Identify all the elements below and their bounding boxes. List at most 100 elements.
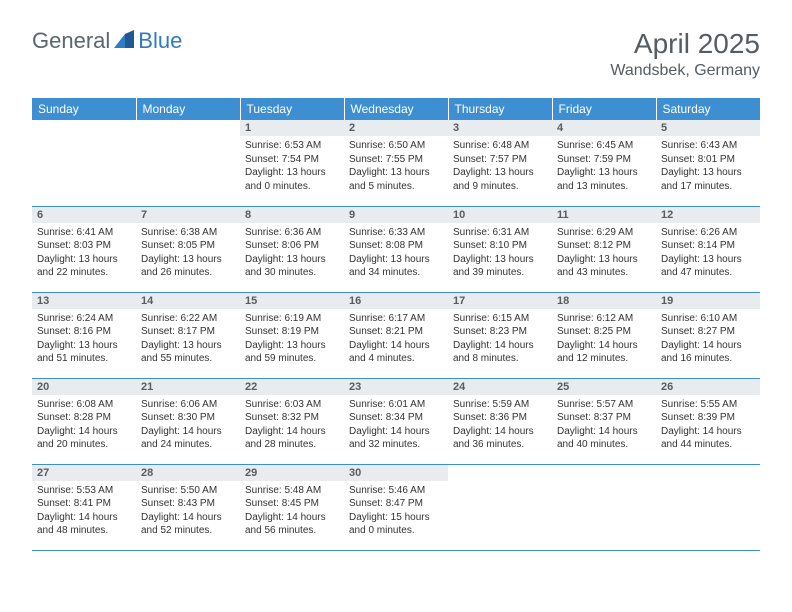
daylight-line: Daylight: 13 hours and 17 minutes. — [661, 166, 755, 193]
sunset-line: Sunset: 8:37 PM — [557, 411, 651, 425]
day-number: 23 — [344, 379, 448, 395]
weekday-header: Monday — [136, 98, 240, 120]
logo-text-blue: Blue — [138, 28, 182, 54]
sunrise-line: Sunrise: 6:24 AM — [37, 312, 131, 326]
sunset-line: Sunset: 8:01 PM — [661, 153, 755, 167]
day-number: 4 — [552, 120, 656, 136]
daylight-line: Daylight: 14 hours and 12 minutes. — [557, 339, 651, 366]
sunset-line: Sunset: 8:41 PM — [37, 497, 131, 511]
daylight-line: Daylight: 14 hours and 52 minutes. — [141, 511, 235, 538]
sunset-line: Sunset: 7:55 PM — [349, 153, 443, 167]
day-number: 12 — [656, 207, 760, 223]
calendar-day-cell: 19Sunrise: 6:10 AMSunset: 8:27 PMDayligh… — [656, 292, 760, 378]
calendar-day-cell: 26Sunrise: 5:55 AMSunset: 8:39 PMDayligh… — [656, 378, 760, 464]
sunset-line: Sunset: 8:36 PM — [453, 411, 547, 425]
calendar-day-cell: 3Sunrise: 6:48 AMSunset: 7:57 PMDaylight… — [448, 120, 552, 206]
sunset-line: Sunset: 8:39 PM — [661, 411, 755, 425]
sunrise-line: Sunrise: 5:53 AM — [37, 484, 131, 498]
day-number: 11 — [552, 207, 656, 223]
weekday-header: Sunday — [32, 98, 136, 120]
sunrise-line: Sunrise: 6:48 AM — [453, 139, 547, 153]
weekday-header: Tuesday — [240, 98, 344, 120]
daylight-line: Daylight: 14 hours and 20 minutes. — [37, 425, 131, 452]
weekday-header: Saturday — [656, 98, 760, 120]
calendar-week-row: 6Sunrise: 6:41 AMSunset: 8:03 PMDaylight… — [32, 206, 760, 292]
daylight-line: Daylight: 14 hours and 16 minutes. — [661, 339, 755, 366]
daylight-line: Daylight: 14 hours and 4 minutes. — [349, 339, 443, 366]
sunrise-line: Sunrise: 5:57 AM — [557, 398, 651, 412]
sunset-line: Sunset: 8:43 PM — [141, 497, 235, 511]
daylight-line: Daylight: 14 hours and 56 minutes. — [245, 511, 339, 538]
day-number: 1 — [240, 120, 344, 136]
sunrise-line: Sunrise: 6:17 AM — [349, 312, 443, 326]
day-details: Sunrise: 6:48 AMSunset: 7:57 PMDaylight:… — [448, 136, 552, 196]
calendar-day-cell: 7Sunrise: 6:38 AMSunset: 8:05 PMDaylight… — [136, 206, 240, 292]
sunset-line: Sunset: 8:16 PM — [37, 325, 131, 339]
sunrise-line: Sunrise: 6:22 AM — [141, 312, 235, 326]
calendar-day-cell: 11Sunrise: 6:29 AMSunset: 8:12 PMDayligh… — [552, 206, 656, 292]
sunrise-line: Sunrise: 6:41 AM — [37, 226, 131, 240]
calendar-empty-cell — [656, 464, 760, 550]
sunset-line: Sunset: 8:25 PM — [557, 325, 651, 339]
daylight-line: Daylight: 13 hours and 59 minutes. — [245, 339, 339, 366]
calendar-week-row: 13Sunrise: 6:24 AMSunset: 8:16 PMDayligh… — [32, 292, 760, 378]
calendar-day-cell: 23Sunrise: 6:01 AMSunset: 8:34 PMDayligh… — [344, 378, 448, 464]
sunset-line: Sunset: 8:23 PM — [453, 325, 547, 339]
daylight-line: Daylight: 14 hours and 32 minutes. — [349, 425, 443, 452]
sunrise-line: Sunrise: 5:50 AM — [141, 484, 235, 498]
day-number: 17 — [448, 293, 552, 309]
day-details: Sunrise: 6:50 AMSunset: 7:55 PMDaylight:… — [344, 136, 448, 196]
day-number: 26 — [656, 379, 760, 395]
day-details: Sunrise: 6:01 AMSunset: 8:34 PMDaylight:… — [344, 395, 448, 455]
calendar-day-cell: 22Sunrise: 6:03 AMSunset: 8:32 PMDayligh… — [240, 378, 344, 464]
day-details: Sunrise: 5:53 AMSunset: 8:41 PMDaylight:… — [32, 481, 136, 541]
calendar-day-cell: 14Sunrise: 6:22 AMSunset: 8:17 PMDayligh… — [136, 292, 240, 378]
calendar-day-cell: 8Sunrise: 6:36 AMSunset: 8:06 PMDaylight… — [240, 206, 344, 292]
daylight-line: Daylight: 13 hours and 5 minutes. — [349, 166, 443, 193]
day-number: 22 — [240, 379, 344, 395]
calendar-day-cell: 1Sunrise: 6:53 AMSunset: 7:54 PMDaylight… — [240, 120, 344, 206]
calendar-day-cell: 20 Sunrise: 6:08 AMSunset: 8:28 PMDayligh… — [32, 378, 136, 464]
daylight-line: Daylight: 13 hours and 51 minutes. — [37, 339, 131, 366]
sunrise-line: Sunrise: 6:31 AM — [453, 226, 547, 240]
day-number: 29 — [240, 465, 344, 481]
calendar-day-cell: 9Sunrise: 6:33 AMSunset: 8:08 PMDaylight… — [344, 206, 448, 292]
day-number: 21 — [136, 379, 240, 395]
calendar-empty-cell — [552, 464, 656, 550]
calendar-empty-cell — [32, 120, 136, 206]
day-details: Sunrise: 6:33 AMSunset: 8:08 PMDaylight:… — [344, 223, 448, 283]
day-details: Sunrise: 5:46 AMSunset: 8:47 PMDaylight:… — [344, 481, 448, 541]
sunset-line: Sunset: 8:32 PM — [245, 411, 339, 425]
page-header: General Blue April 2025 Wandsbek, German… — [0, 0, 792, 90]
sunset-line: Sunset: 8:34 PM — [349, 411, 443, 425]
daylight-line: Daylight: 13 hours and 13 minutes. — [557, 166, 651, 193]
day-details: Sunrise: 6:45 AMSunset: 7:59 PMDaylight:… — [552, 136, 656, 196]
sunrise-line: Sunrise: 5:46 AM — [349, 484, 443, 498]
sunset-line: Sunset: 8:27 PM — [661, 325, 755, 339]
sunrise-line: Sunrise: 6:45 AM — [557, 139, 651, 153]
sunrise-line: Sunrise: 6:08 AM — [37, 398, 131, 412]
day-number: 24 — [448, 379, 552, 395]
logo: General Blue — [32, 28, 182, 54]
day-number: 20 — [32, 379, 136, 395]
daylight-line: Daylight: 14 hours and 28 minutes. — [245, 425, 339, 452]
sunset-line: Sunset: 8:03 PM — [37, 239, 131, 253]
sunset-line: Sunset: 8:28 PM — [37, 411, 131, 425]
daylight-line: Daylight: 14 hours and 44 minutes. — [661, 425, 755, 452]
day-details: Sunrise: 6:53 AMSunset: 7:54 PMDaylight:… — [240, 136, 344, 196]
day-number: 13 — [32, 293, 136, 309]
day-number: 14 — [136, 293, 240, 309]
daylight-line: Daylight: 13 hours and 22 minutes. — [37, 253, 131, 280]
day-details: Sunrise: 6:06 AMSunset: 8:30 PMDaylight:… — [136, 395, 240, 455]
sunrise-line: Sunrise: 6:36 AM — [245, 226, 339, 240]
day-details: Sunrise: 6:43 AMSunset: 8:01 PMDaylight:… — [656, 136, 760, 196]
daylight-line: Daylight: 13 hours and 47 minutes. — [661, 253, 755, 280]
day-number: 25 — [552, 379, 656, 395]
sunrise-line: Sunrise: 6:15 AM — [453, 312, 547, 326]
day-details: Sunrise: 5:48 AMSunset: 8:45 PMDaylight:… — [240, 481, 344, 541]
calendar-day-cell: 10Sunrise: 6:31 AMSunset: 8:10 PMDayligh… — [448, 206, 552, 292]
day-details: Sunrise: 6:31 AMSunset: 8:10 PMDaylight:… — [448, 223, 552, 283]
day-number: 2 — [344, 120, 448, 136]
daylight-line: Daylight: 14 hours and 48 minutes. — [37, 511, 131, 538]
calendar-day-cell: 13 Sunrise: 6:24 AMSunset: 8:16 PMDayligh… — [32, 292, 136, 378]
